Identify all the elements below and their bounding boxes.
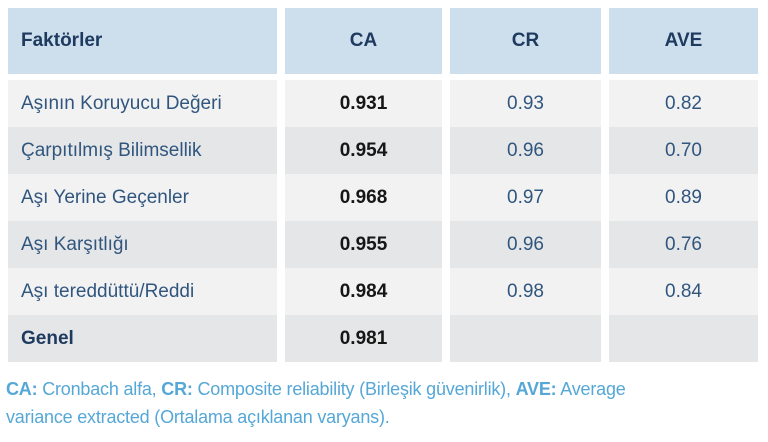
footnote-cr-definition: Composite reliability (Birleşik güvenirl… [192,379,516,399]
ca-value-cell: 0.954 [285,127,442,174]
ave-value-cell: 0.76 [609,221,758,268]
cr-value-cell [450,315,601,362]
reliability-table: Faktörler CA CR AVE Aşının Koruyucu Değe… [8,8,758,362]
footnote-ca-abbrev: CA: [6,379,38,399]
column-header-ave: AVE [609,8,758,74]
ca-value-cell: 0.984 [285,268,442,315]
ca-value-cell: 0.931 [285,80,442,127]
footnote-line: variance extracted (Ortalama açıklanan v… [6,403,758,431]
ave-value-cell: 0.84 [609,268,758,315]
ca-value-cell: 0.981 [285,315,442,362]
factor-label-cell: Aşının Koruyucu Değeri [8,80,277,127]
ave-value-cell: 0.70 [609,127,758,174]
ca-value-cell: 0.968 [285,174,442,221]
cr-value-cell: 0.98 [450,268,601,315]
ave-value-cell [609,315,758,362]
footnote-line: CA: Cronbach alfa, CR: Composite reliabi… [6,375,758,403]
factor-label-cell: Aşı Karşıtlığı [8,221,277,268]
footnote-cr-abbrev: CR: [161,379,193,399]
footnote-ave-definition-end: variance extracted (Ortalama açıklanan v… [6,407,390,427]
cr-value-cell: 0.97 [450,174,601,221]
factor-label-cell: Genel [8,315,277,362]
factor-label-cell: Çarpıtılmış Bilimsellik [8,127,277,174]
ave-value-cell: 0.82 [609,80,758,127]
cr-value-cell: 0.96 [450,127,601,174]
column-header-cr: CR [450,8,601,74]
column-header-ca: CA [285,8,442,74]
footnote-ave-definition-start: Average [556,379,626,399]
footnote-ca-definition: Cronbach alfa, [37,379,162,399]
cr-value-cell: 0.96 [450,221,601,268]
ca-value-cell: 0.955 [285,221,442,268]
factor-label-cell: Aşı tereddüttü/Reddi [8,268,277,315]
cr-value-cell: 0.93 [450,80,601,127]
footnote-ave-abbrev: AVE: [515,379,557,399]
table-footnote: CA: Cronbach alfa, CR: Composite reliabi… [6,375,758,431]
ave-value-cell: 0.89 [609,174,758,221]
column-header-faktorler: Faktörler [8,8,277,74]
factor-label-cell: Aşı Yerine Geçenler [8,174,277,221]
